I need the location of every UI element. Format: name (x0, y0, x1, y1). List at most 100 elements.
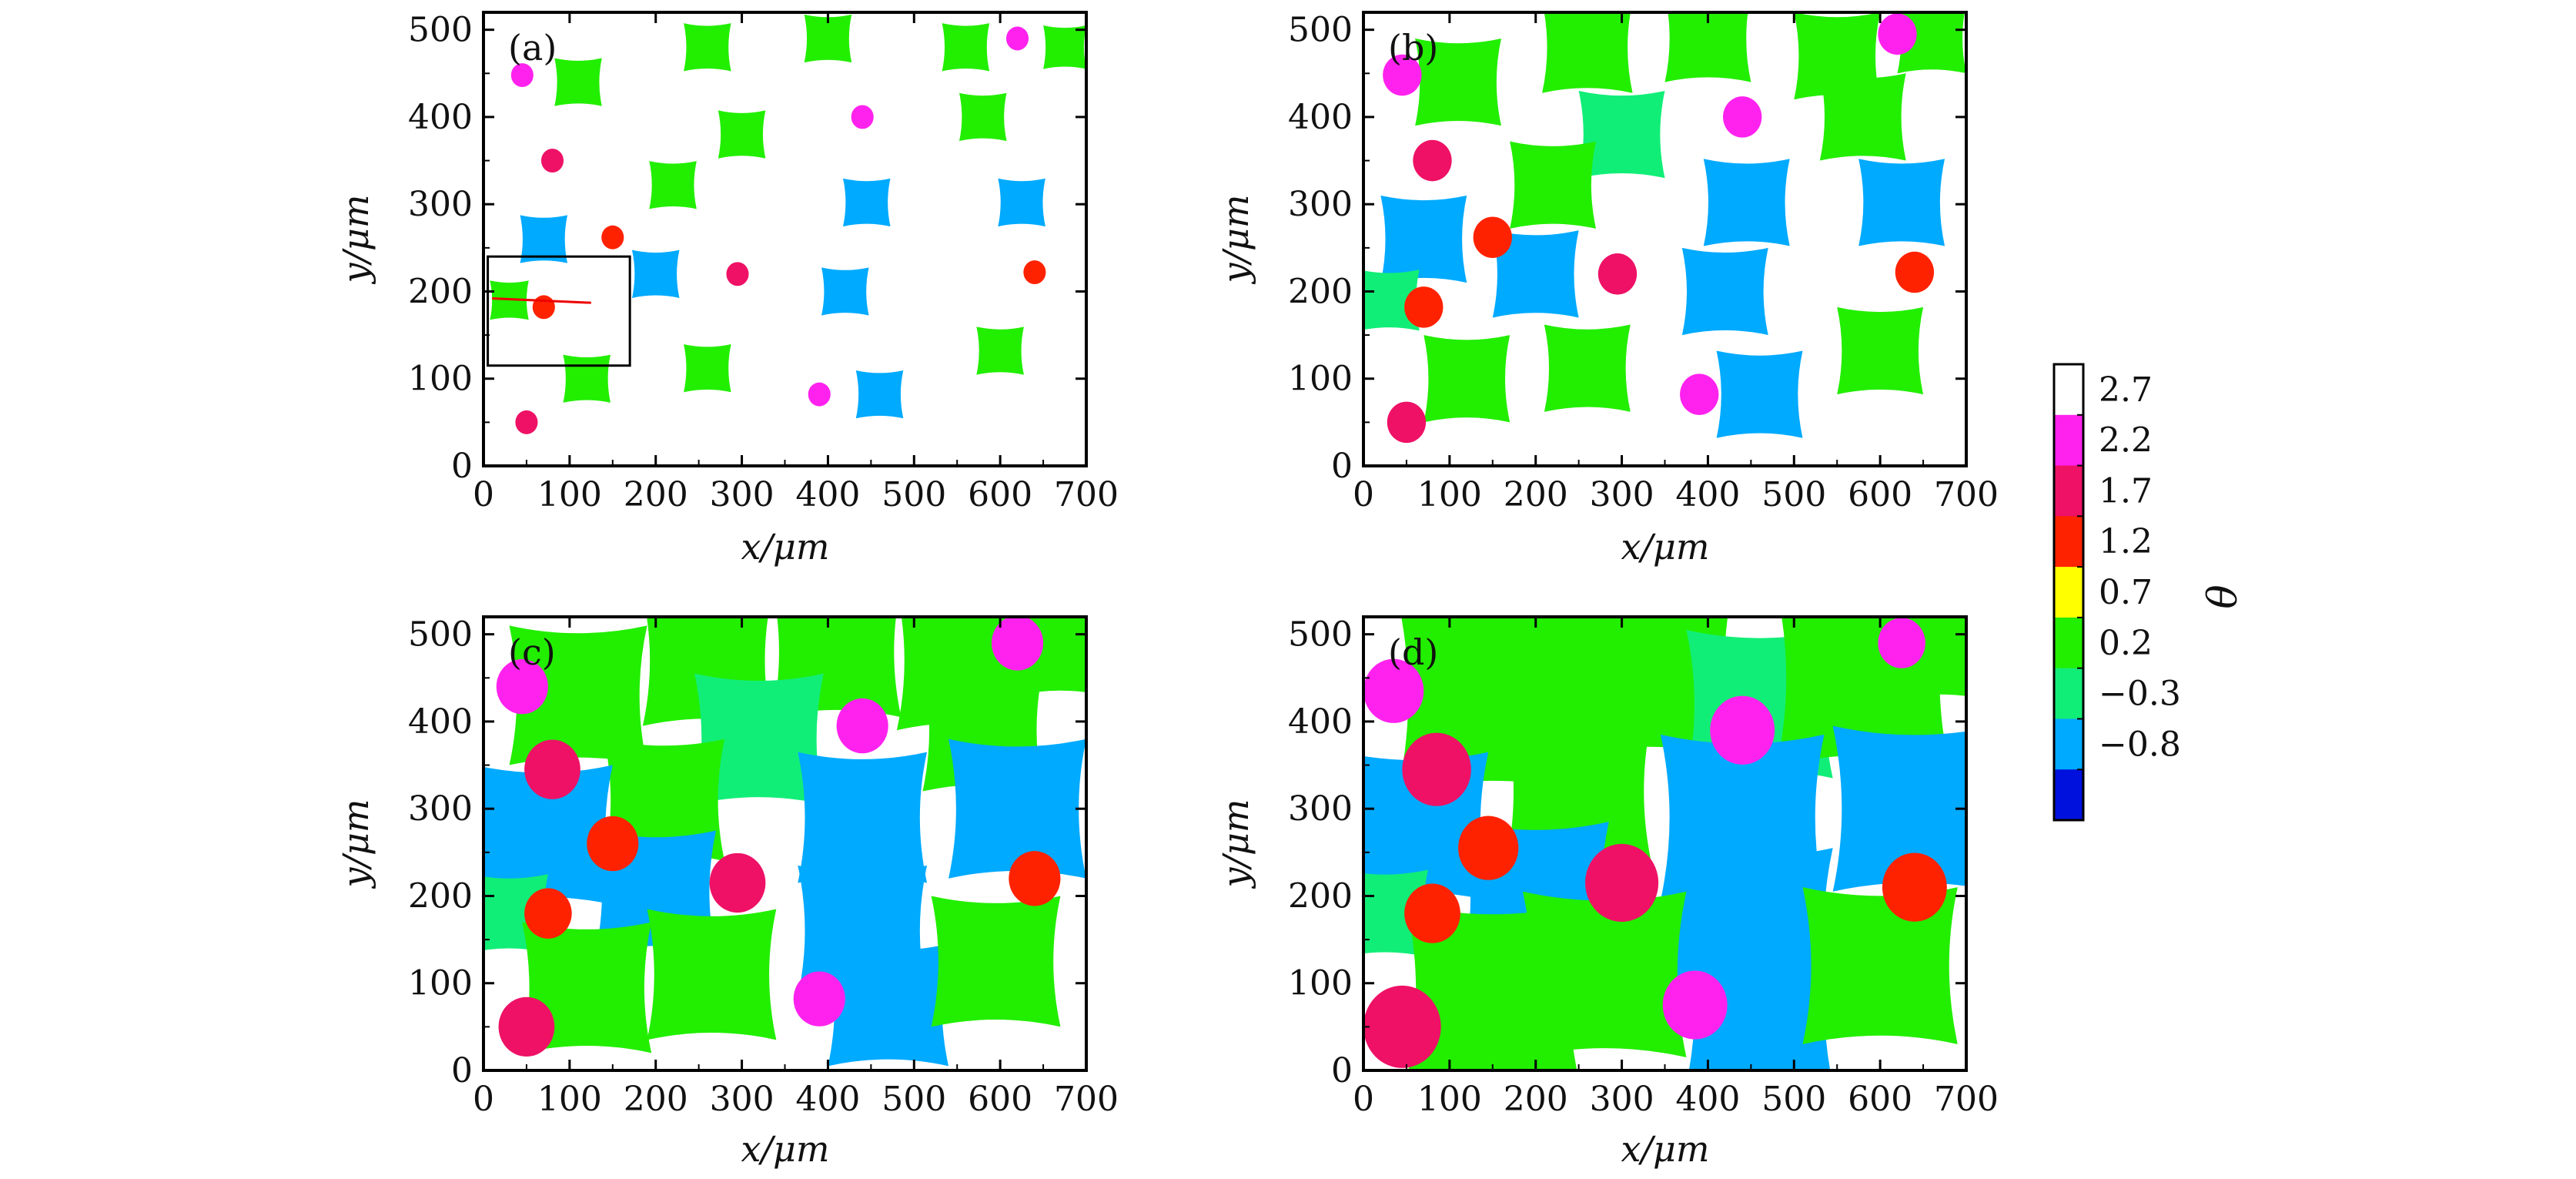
tick-layer-a: 0 100 200 300 400 500 600 700 0 100 200 300 400 500 (408, 11, 1119, 514)
grain-c-16-green (647, 909, 777, 1040)
grain-a-23-crimson (726, 262, 749, 286)
ytick-label-c-200: 200 (408, 876, 473, 916)
grain-a-2-green (942, 23, 990, 72)
grain-d-17-magenta (1878, 618, 1925, 668)
grain-b-18-magenta (1383, 54, 1422, 96)
grain-b-23-crimson (1597, 253, 1638, 295)
xtick-label-c-0: 0 (473, 1080, 494, 1119)
grain-a-1-green (804, 14, 852, 63)
grain-c-22-crimson (524, 739, 580, 799)
tick-layer-c: 0 100 200 300 400 500 600 700 0 100 200 300 400 500 (408, 615, 1119, 1119)
grain-c-5-teal (694, 673, 824, 805)
grain-b-9-blue (1703, 159, 1790, 246)
ytick-label-d-0: 0 (1331, 1051, 1353, 1090)
panel-label-c: (c) (508, 631, 556, 673)
colorbar-label-3: 1.2 (2099, 522, 2153, 561)
ytick-label-d-200: 200 (1288, 876, 1353, 916)
grain-c-26-red (1009, 851, 1061, 906)
ytick-label-a-400: 400 (408, 98, 473, 137)
xtick-label-c-200: 200 (624, 1080, 688, 1119)
grain-d-21-crimson (1585, 843, 1659, 923)
grain-a-21-magenta (808, 382, 831, 407)
grain-b-11-blue (1492, 230, 1579, 318)
panel-label-a: (a) (508, 27, 557, 69)
xtick-label-a-0: 0 (473, 475, 494, 514)
grain-a-11-blue (631, 250, 680, 298)
grain-c-24-crimson (498, 996, 555, 1057)
grain-layer-a (490, 14, 1086, 434)
grain-a-10-blue (998, 178, 1045, 227)
colorbar-band-1 (2054, 414, 2083, 467)
xtick-label-b-100: 100 (1417, 475, 1482, 514)
grain-a-24-crimson (515, 410, 538, 434)
xtick-label-b-400: 400 (1675, 475, 1740, 514)
xtick-label-b-600: 600 (1848, 475, 1912, 514)
ytick-label-b-300: 300 (1288, 185, 1353, 224)
grain-d-11-blue (1686, 935, 1833, 1070)
grain-d-12-teal (1363, 869, 1428, 957)
grain-a-5-green (718, 110, 766, 159)
tick-layer-d: 0 100 200 300 400 500 600 700 0 100 200 300 400 500 (1288, 615, 1999, 1119)
grain-b-6-green (1819, 73, 1906, 161)
xtick-label-a-700: 700 (1054, 475, 1119, 514)
grain-b-13-teal (1363, 270, 1420, 331)
grain-b-12-blue (1681, 247, 1768, 336)
grain-b-27-red (1404, 286, 1444, 328)
grain-b-8-blue (1380, 195, 1467, 283)
xtick-label-c-100: 100 (537, 1080, 602, 1119)
colorbar-band-0 (2054, 364, 2083, 416)
colorbar-bands (2054, 364, 2083, 821)
grain-c-8-blue (483, 765, 613, 905)
ytick-label-c-500: 500 (408, 615, 473, 655)
grain-a-15-green (684, 343, 731, 393)
grain-b-19-magenta (1878, 13, 1917, 55)
grain-b-14-green (1423, 335, 1510, 423)
grain-b-22-crimson (1413, 139, 1452, 182)
xtick-label-b-700: 700 (1934, 475, 1999, 514)
colorbar-band-8 (2054, 769, 2083, 821)
xtick-label-d-300: 300 (1590, 1080, 1654, 1119)
xtick-label-d-400: 400 (1675, 1080, 1740, 1119)
grain-d-24-red (1882, 852, 1947, 922)
grain-c-25-red (587, 816, 639, 872)
ytick-label-d-300: 300 (1288, 789, 1353, 829)
colorbar-label-5: 0.2 (2099, 624, 2153, 663)
grain-b-24-crimson (1387, 401, 1427, 444)
x-axis-title-a: x/μm (741, 526, 830, 568)
grain-b-26-red (1895, 251, 1935, 293)
xtick-label-c-600: 600 (968, 1080, 1032, 1119)
x-axis-title-c: x/μm (741, 1128, 830, 1170)
colorbar-band-4 (2054, 567, 2083, 618)
colorbar: 2.7 2.2 1.7 1.2 0.7 0.2 −0.3 −0.8 θ (2052, 363, 2246, 822)
grain-d-16-magenta (1363, 658, 1424, 723)
grain-c-15-green (522, 922, 652, 1053)
ytick-label-b-200: 200 (1288, 272, 1353, 311)
colorbar-band-3 (2054, 516, 2083, 568)
xtick-label-d-700: 700 (1934, 1080, 1999, 1119)
grain-layer-b (1363, 12, 1966, 444)
colorbar-band-5 (2054, 617, 2083, 669)
grain-b-15-green (1544, 324, 1631, 412)
colorbar-label-7: −0.8 (2099, 725, 2181, 764)
grain-b-17-blue (1716, 350, 1803, 438)
grain-d-23-red (1458, 816, 1519, 880)
grain-d-14-green (1522, 891, 1687, 1058)
grain-b-5-teal (1578, 90, 1665, 179)
colorbar-band-2 (2054, 465, 2083, 517)
grain-a-14-green (563, 354, 611, 403)
grain-d-15-green (1802, 887, 1958, 1045)
grain-b-7-green (1510, 141, 1597, 229)
xtick-label-a-200: 200 (624, 475, 688, 514)
ytick-label-b-0: 0 (1331, 447, 1353, 486)
xtick-label-d-0: 0 (1353, 1080, 1374, 1119)
ytick-label-a-100: 100 (408, 360, 473, 399)
grain-b-0-green (1415, 38, 1501, 126)
ytick-label-d-100: 100 (1288, 964, 1353, 1003)
grain-a-3-green (1043, 25, 1086, 69)
grain-c-9-blue (948, 739, 1086, 879)
grain-a-26-red (1023, 260, 1046, 285)
grain-c-18-magenta (496, 658, 548, 715)
xtick-label-a-400: 400 (795, 475, 860, 514)
grain-b-2-green (1664, 12, 1751, 82)
